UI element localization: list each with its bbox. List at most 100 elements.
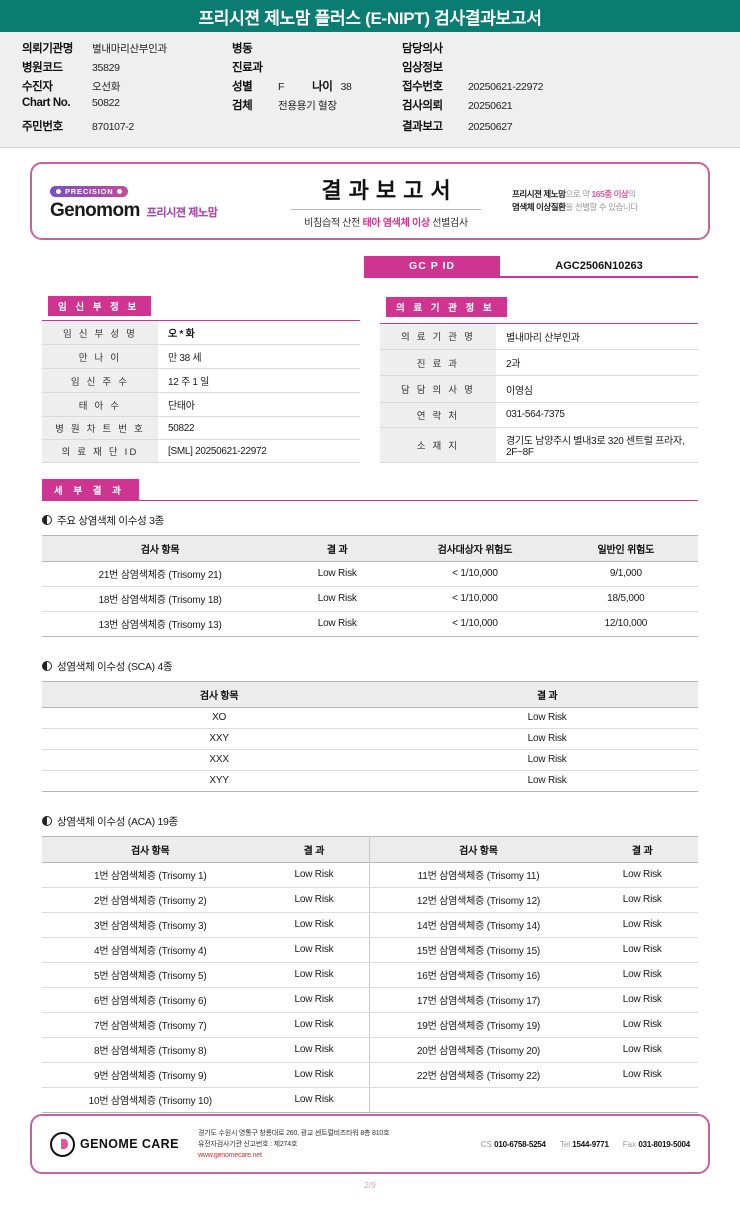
meta-label-ward: 병동 bbox=[232, 43, 253, 55]
row-key: 임 신 주 수 bbox=[42, 368, 158, 393]
table-row: 담 담 의 사 명 이영심 bbox=[380, 375, 698, 403]
column-header-result: 결 과 bbox=[396, 680, 698, 708]
gc-p-id-value: AGC2506N10263 bbox=[500, 256, 698, 278]
table-row: 7번 삼염색체증 (Trisomy 7) Low Risk 19번 삼염색체증 … bbox=[42, 1012, 698, 1038]
footer-card: GENOME CARE 경기도 수원시 영통구 창룡대로 260, 광교 센트럴… bbox=[30, 1114, 710, 1174]
precision-badge: PRECISION bbox=[50, 185, 129, 197]
cell-subject-risk: < 1/10,000 bbox=[396, 586, 554, 612]
table-row: 18번 삼염색체증 (Trisomy 18) Low Risk < 1/10,0… bbox=[42, 586, 698, 612]
cell-result-left: Low Risk bbox=[258, 912, 370, 938]
cell-result: Low Risk bbox=[396, 770, 698, 792]
column-header-subject-risk: 검사대상자 위험도 bbox=[396, 534, 554, 562]
row-value: 별내마리 산부인과 bbox=[496, 323, 698, 351]
cell-result-left: Low Risk bbox=[258, 962, 370, 988]
meta-value-patient: 오선화 bbox=[92, 81, 121, 93]
cell-result-left: Low Risk bbox=[258, 1012, 370, 1038]
table-row: 임 신 부 성 명 오 * 화 bbox=[42, 320, 360, 345]
contact-cs: CS 010-6758-5254 bbox=[481, 1140, 546, 1149]
report-subheading: 비침습적 산전 태아 염색체 이상 선별검사 bbox=[260, 214, 512, 229]
cell-item-left: 8번 삼염색체증 (Trisomy 8) bbox=[42, 1037, 259, 1063]
aca-table: 검사 항목 결 과 검사 항목 결 과 1번 삼염색체증 (Trisomy 1)… bbox=[42, 835, 698, 1113]
table-row: 임 신 주 수 12 주 1 일 bbox=[42, 368, 360, 393]
cell-item-left: 1번 삼염색체증 (Trisomy 1) bbox=[42, 862, 259, 888]
cell-general-risk: 18/5,000 bbox=[553, 586, 698, 612]
cell-result: Low Risk bbox=[396, 749, 698, 771]
dot-icon bbox=[56, 188, 61, 194]
row-key: 의 료 기 관 명 bbox=[380, 323, 496, 351]
tagline-disease: 염색체 이상질환 bbox=[512, 202, 566, 212]
tagline-line2-end: 을 선별할 수 있습니다 bbox=[565, 202, 639, 212]
table-row: XYY Low Risk bbox=[42, 770, 698, 792]
meta-row: 임상정보 bbox=[402, 59, 702, 78]
section-tag-row: 의 료 기 관 정 보 bbox=[380, 292, 698, 324]
row-value: 12 주 1 일 bbox=[158, 368, 360, 393]
row-value: [SML] 20250621-22972 bbox=[158, 439, 360, 463]
meta-label-accession-no: 접수번호 bbox=[402, 81, 443, 93]
hospital-info-table: 의 료 기 관 정 보 의 료 기 관 명 별내마리 산부인과 진 료 과 2과… bbox=[380, 292, 698, 463]
cell-result-right: Low Risk bbox=[586, 912, 698, 938]
tagline-brand: 프리시젼 제노맘 bbox=[512, 189, 566, 199]
cell-result-right: Low Risk bbox=[586, 1062, 698, 1088]
column-header-item-right: 검사 항목 bbox=[369, 835, 587, 863]
table-row: 3번 삼염색체증 (Trisomy 3) Low Risk 14번 삼염색체증 … bbox=[42, 912, 698, 938]
meta-row: 수진자 오선화 bbox=[22, 78, 232, 97]
cell-result-right: Low Risk bbox=[586, 962, 698, 988]
main-trisomy-table: 검사 항목 결 과 검사대상자 위험도 일반인 위험도 21번 삼염색체증 (T… bbox=[42, 534, 698, 637]
tagline-line-2: 염색체 이상질환을 선별할 수 있습니다 bbox=[512, 201, 690, 214]
cell-result-right bbox=[586, 1087, 698, 1113]
meta-row: 검체 전용용기 혈장 bbox=[232, 97, 402, 118]
meta-label-resident-no: 주민번호 bbox=[22, 121, 63, 133]
table-header-row: 검사 항목 결 과 bbox=[42, 680, 698, 708]
meta-column-requester: 의뢰기관명 별내마리산부인과 병원코드 35829 수진자 오선화 Chart … bbox=[0, 40, 232, 137]
meta-row: 진료과 bbox=[232, 59, 402, 78]
cell-item-left: 5번 삼염색체증 (Trisomy 5) bbox=[42, 962, 259, 988]
meta-row: 접수번호 20250621-22972 bbox=[402, 78, 702, 97]
column-header-general-risk: 일반인 위험도 bbox=[553, 534, 698, 562]
footer-address-line-2: 유전자검사기관 신고번호 : 제274호 bbox=[198, 1140, 298, 1148]
cell-item: 13번 삼염색체증 (Trisomy 13) bbox=[42, 611, 279, 637]
report-heading-block: 결과보고서 비침습적 산전 태아 염색체 이상 선별검사 bbox=[260, 173, 512, 229]
meta-label-hospital-code: 병원코드 bbox=[22, 62, 63, 74]
report-content: GC P ID AGC2506N10263 임 신 부 정 보 임 신 부 성 … bbox=[0, 240, 740, 1113]
info-tables-zone: 임 신 부 정 보 임 신 부 성 명 오 * 화 만 나 이 만 38 세 임… bbox=[42, 292, 698, 463]
brand-name: Genomom bbox=[50, 199, 140, 221]
row-value: 031-564-7375 bbox=[496, 402, 698, 429]
meta-label-sex: 성별 bbox=[232, 81, 253, 93]
subheading-highlight: 태아 염색체 이상 bbox=[362, 218, 431, 229]
meta-label-age: 나이 bbox=[312, 81, 333, 93]
table-row: 21번 삼염색체증 (Trisomy 21) Low Risk < 1/10,0… bbox=[42, 561, 698, 587]
subheading-pre: 비침습적 산전 bbox=[304, 218, 363, 229]
table-row: 5번 삼염색체증 (Trisomy 5) Low Risk 16번 삼염색체증 … bbox=[42, 962, 698, 988]
contact-tel: Tel 1544-9771 bbox=[560, 1140, 609, 1149]
row-value: 50822 bbox=[158, 416, 360, 440]
cell-general-risk: 9/1,000 bbox=[553, 561, 698, 587]
page-number: 2/9 bbox=[364, 1180, 376, 1190]
contact-cs-value: 010-6758-5254 bbox=[494, 1139, 546, 1149]
meta-column-order: 담당의사 임상정보 접수번호 20250621-22972 검사의뢰 20250… bbox=[402, 40, 702, 137]
meta-label-order-date: 검사의뢰 bbox=[402, 100, 443, 112]
footer-address-line-1: 경기도 수원시 영통구 창룡대로 260, 광교 센트럴비즈타워 8층 810호 bbox=[198, 1129, 390, 1137]
cell-result: Low Risk bbox=[396, 707, 698, 729]
subheading-post: 선별검사 bbox=[429, 218, 468, 229]
table-row: 의 료 재 단 ID [SML] 20250621-22972 bbox=[42, 439, 360, 463]
contact-fax-value: 031-8019-5004 bbox=[638, 1139, 690, 1149]
row-key: 임 신 부 성 명 bbox=[42, 320, 158, 345]
table-row: 8번 삼염색체증 (Trisomy 8) Low Risk 20번 삼염색체증 … bbox=[42, 1037, 698, 1063]
table-row: 의 료 기 관 명 별내마리 산부인과 bbox=[380, 323, 698, 351]
section-tag-cell: 의 료 기 관 정 보 bbox=[380, 292, 698, 324]
sca-subtitle-row: 성염색체 이수성 (SCA) 4종 bbox=[42, 659, 698, 674]
genome-care-mark-icon bbox=[50, 1131, 75, 1157]
footer-website-link[interactable]: www.genomecare.net bbox=[198, 1151, 262, 1159]
meta-value-resident-no: 870107-2 bbox=[92, 121, 134, 133]
meta-row: 결과보고 20250627 bbox=[402, 118, 702, 137]
tagline-mid: 으로 약 bbox=[565, 189, 592, 199]
meta-label-institution: 의뢰기관명 bbox=[22, 43, 73, 55]
brand-name-line: Genomom 프리시젼 제노맘 bbox=[50, 200, 260, 222]
table-row: 병 원 차 트 번 호 50822 bbox=[42, 416, 360, 440]
cell-result-left: Low Risk bbox=[258, 1037, 370, 1063]
meta-label-doctor: 담당의사 bbox=[402, 43, 443, 55]
meta-value-hospital-code: 35829 bbox=[92, 62, 120, 74]
meta-value-accession-no: 20250621-22972 bbox=[468, 81, 544, 93]
column-header-item: 검사 항목 bbox=[42, 534, 279, 562]
meta-label-patient: 수진자 bbox=[22, 81, 53, 93]
